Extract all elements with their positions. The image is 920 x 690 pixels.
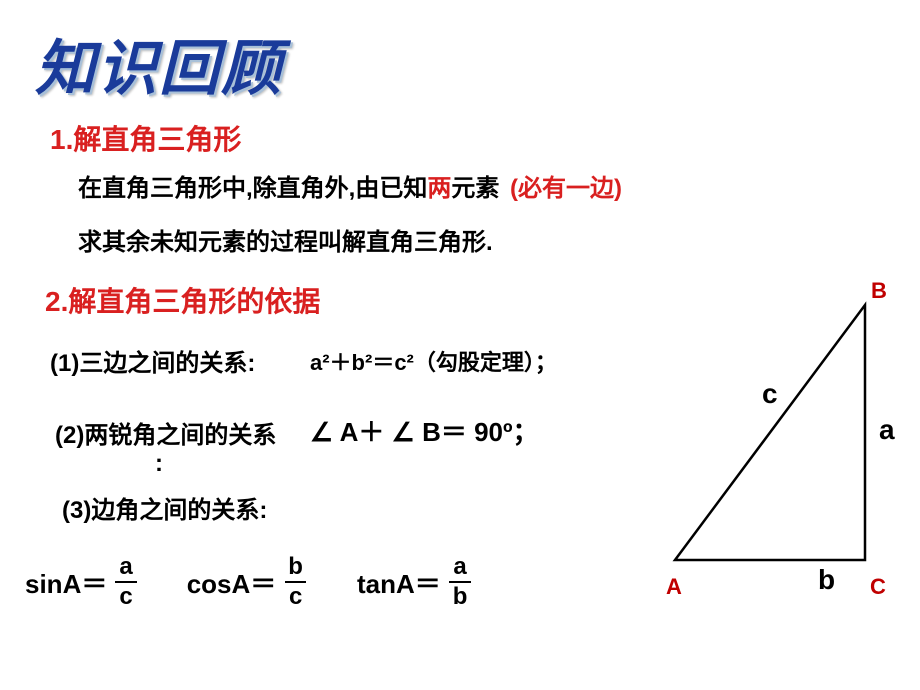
tan-formula: tanA＝ a b bbox=[357, 555, 471, 609]
cos-formula: cosA＝ b c bbox=[187, 555, 307, 609]
sin-label: sinA＝ bbox=[25, 564, 107, 601]
tan-fraction: a b bbox=[449, 555, 472, 609]
side-a-label: a bbox=[879, 414, 895, 446]
item-2-text: (2)两锐角之间的关系 bbox=[55, 422, 276, 449]
item-2-colon: : bbox=[55, 450, 315, 478]
item-2-label: (2)两锐角之间的关系 : bbox=[55, 415, 315, 478]
sin-fraction: a c bbox=[115, 555, 136, 609]
section-2-heading: 2.解直角三角形的依据 bbox=[45, 280, 320, 320]
section-1-desc-line1: 在直角三角形中,除直角外,由已知两元素 (必有一边) bbox=[78, 168, 622, 203]
page-title-art: 知识回顾 bbox=[35, 20, 283, 107]
sin-formula: sinA＝ a c bbox=[25, 555, 137, 609]
item-2-formula: ∠ A＋ ∠ B＝ 90º； bbox=[310, 412, 539, 449]
tan-num: a bbox=[449, 555, 470, 581]
side-b-label: b bbox=[818, 564, 835, 596]
tan-label: tanA＝ bbox=[357, 564, 441, 601]
item-1-formula: a²＋b²＝c²（勾股定理）； bbox=[310, 345, 557, 377]
vertex-b-label: B bbox=[871, 278, 887, 304]
item-3-label: (3)边角之间的关系: bbox=[62, 490, 267, 525]
right-triangle-diagram bbox=[665, 280, 885, 580]
cos-num: b bbox=[284, 555, 307, 581]
desc-mid: 元素 bbox=[451, 175, 499, 202]
sin-den: c bbox=[115, 581, 136, 609]
vertex-c-label: C bbox=[870, 574, 886, 600]
section-1-heading: 1.解直角三角形 bbox=[50, 118, 241, 158]
side-c-label: c bbox=[762, 378, 778, 410]
desc-two: 两 bbox=[427, 175, 451, 202]
desc-pre: 在直角三角形中,除直角外,由已知 bbox=[78, 175, 427, 202]
section-1-desc-line2: 求其余未知元素的过程叫解直角三角形. bbox=[78, 222, 493, 257]
sin-num: a bbox=[115, 555, 136, 581]
cos-fraction: b c bbox=[284, 555, 307, 609]
vertex-a-label: A bbox=[666, 574, 682, 600]
desc-must: (必有一边) bbox=[510, 175, 622, 202]
trig-formulas: sinA＝ a c cosA＝ b c tanA＝ a b bbox=[25, 555, 471, 609]
tan-den: b bbox=[449, 581, 472, 609]
triangle-shape bbox=[675, 305, 865, 560]
cos-label: cosA＝ bbox=[187, 564, 277, 601]
cos-den: c bbox=[285, 581, 306, 609]
item-1-label: (1)三边之间的关系: bbox=[50, 343, 255, 378]
